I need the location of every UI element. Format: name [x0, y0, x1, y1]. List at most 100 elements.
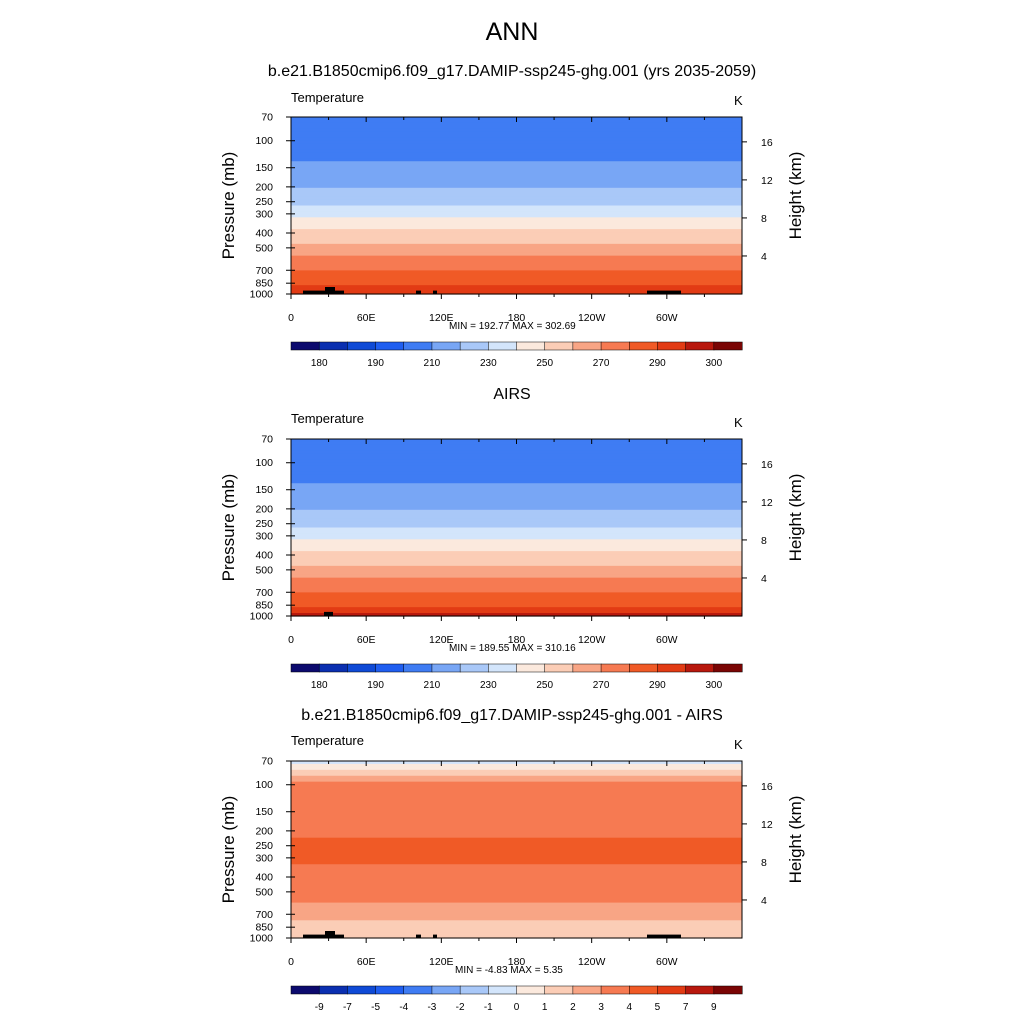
lon-tick-label: 60E	[357, 956, 376, 968]
colorbar-label: 2	[570, 1002, 576, 1013]
panel-1-field-band	[291, 276, 742, 280]
panel-1-field-band	[291, 252, 742, 257]
panel-1-field-band	[291, 240, 742, 245]
lon-tick-label: 60E	[357, 634, 376, 646]
panel-3-field-band	[291, 935, 742, 939]
colorbar-swatch	[657, 985, 687, 995]
panel-1-field-band	[291, 229, 742, 233]
colorbar-swatch	[431, 985, 461, 995]
pressure-tick-label: 1000	[250, 933, 274, 945]
colorbar-label: 5	[655, 1002, 661, 1013]
colorbar-swatch	[488, 663, 518, 673]
panel-3-field-band	[291, 840, 742, 845]
colorbar-label: 230	[480, 358, 497, 369]
panel-2-field-band	[291, 548, 742, 552]
pressure-tick-label: 200	[255, 181, 273, 193]
colorbar-label: 270	[593, 680, 610, 691]
lon-tick-label: 120W	[578, 312, 606, 324]
panel-3-field-band	[291, 811, 742, 815]
panel-2-field-band	[291, 557, 742, 561]
panel-2-field-band	[291, 489, 742, 493]
panel-3-field-band	[291, 867, 742, 871]
panel-1-field-band	[291, 246, 742, 251]
panel-1-field-band	[291, 181, 742, 186]
panel-1-field-band	[291, 196, 742, 201]
height-tick-label: 16	[761, 781, 773, 793]
panel-2-field-band	[291, 474, 742, 478]
pressure-tick-label: 850	[255, 922, 273, 934]
panel-1-field-band	[291, 161, 742, 165]
colorbar-label: 180	[311, 680, 328, 691]
height-tick-label: 12	[761, 497, 773, 509]
panel-1-field-band	[291, 158, 742, 162]
lon-tick-label: 120E	[429, 634, 454, 646]
topography-block	[416, 290, 421, 294]
panel-2-field-band	[291, 595, 742, 599]
pressure-tick-label: 300	[255, 208, 273, 220]
panel-2-field-band	[291, 574, 742, 579]
colorbar-swatch	[572, 341, 602, 351]
colorbar-swatch	[516, 341, 546, 351]
pressure-tick-label: 150	[255, 162, 273, 174]
panel-2-field-band	[291, 613, 742, 617]
panel-2-field-band	[291, 492, 742, 496]
pressure-axis-title: Pressure (mb)	[219, 152, 238, 260]
lon-tick-label: 60W	[656, 312, 678, 324]
colorbar-swatch	[713, 341, 743, 351]
panel-1-field-band	[291, 176, 742, 180]
panel-3-field-band	[291, 769, 742, 774]
panel-3-field-band	[291, 766, 742, 771]
colorbar-label: -9	[315, 1002, 324, 1013]
panel-3-field-band	[291, 822, 742, 827]
colorbar-label: 7	[683, 1002, 689, 1013]
panel-2-field-band	[291, 465, 742, 470]
panel-1-field-band	[291, 134, 742, 139]
height-axis-title: Height (km)	[786, 474, 805, 562]
panel-1-field-band	[291, 146, 742, 151]
height-tick-label: 12	[761, 175, 773, 187]
panel-2-field-band	[291, 462, 742, 467]
panel-3-field-band	[291, 846, 742, 851]
panel-3-field-band	[291, 908, 742, 913]
panel-3-field-band	[291, 837, 742, 842]
panel-1-field-band	[291, 164, 742, 168]
panel-2-plot: 7010015020025030040050070085010004812160…	[219, 434, 805, 692]
panel-2-field-band	[291, 483, 742, 487]
panel-2-field-band	[291, 447, 742, 452]
pressure-tick-label: 1000	[250, 611, 274, 623]
panel-2-field-band	[291, 518, 742, 523]
panel-1-field-band	[291, 226, 742, 230]
panel-3-field-band	[291, 805, 742, 809]
height-tick-label: 4	[761, 251, 767, 263]
colorbar-swatch	[347, 985, 377, 995]
colorbar-label: 0	[514, 1002, 520, 1013]
height-tick-label: 16	[761, 137, 773, 149]
lon-tick-label: 120E	[429, 956, 454, 968]
colorbar-swatch	[318, 985, 348, 995]
panel-3-field-band	[291, 849, 742, 854]
pressure-tick-label: 300	[255, 530, 273, 542]
pressure-tick-label: 500	[255, 886, 273, 898]
panel-1-field-band	[291, 273, 742, 277]
panel-1-field-band	[291, 223, 742, 227]
pressure-tick-label: 70	[261, 756, 273, 768]
panel-3-field-band	[291, 843, 742, 848]
panel-3-field-band	[291, 902, 742, 907]
panel-2-field-band	[291, 506, 742, 511]
panel-1-field-band	[291, 220, 742, 224]
panel-2-field-band	[291, 589, 742, 593]
colorbar-swatch	[516, 985, 546, 995]
panel-1-field-band	[291, 264, 742, 269]
panel-1-variable: Temperature	[291, 90, 364, 105]
height-tick-label: 16	[761, 459, 773, 471]
panel-3-field-band	[291, 817, 742, 821]
panel-3-field-band	[291, 899, 742, 904]
panel-1-field-band	[291, 208, 742, 212]
colorbar-label: -3	[427, 1002, 436, 1013]
panel-3-field-band	[291, 887, 742, 892]
panel-2-field-band	[291, 571, 742, 576]
colorbar-swatch	[403, 663, 433, 673]
pressure-tick-label: 100	[255, 779, 273, 791]
panel-1-field-band	[291, 143, 742, 148]
